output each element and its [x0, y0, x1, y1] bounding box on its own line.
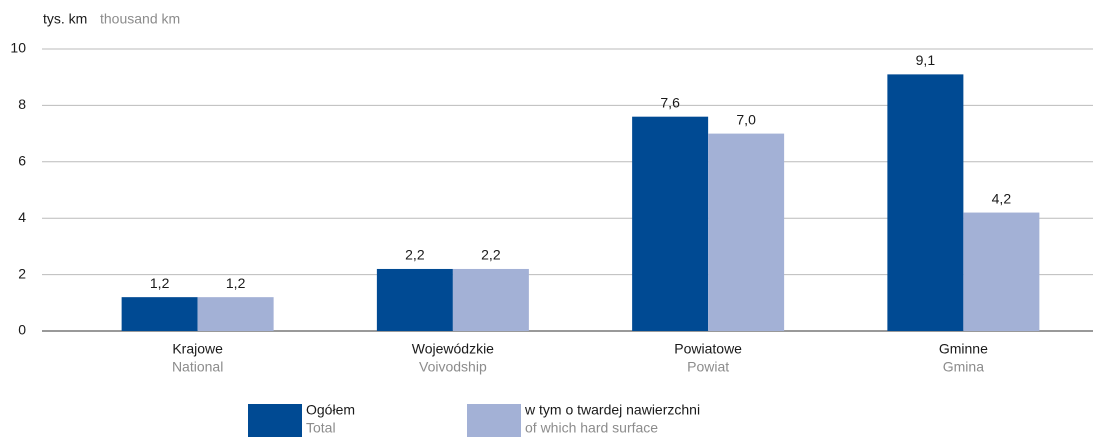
bar — [963, 212, 1040, 331]
y-tick-label: 8 — [18, 96, 26, 112]
legend-swatch — [248, 404, 302, 437]
bar — [376, 268, 453, 331]
legend-label-en: of which hard surface — [525, 420, 658, 436]
x-tick-label: Wojewódzkie — [412, 341, 494, 357]
x-tick-label-en: Gmina — [943, 359, 984, 375]
x-tick-label-en: National — [172, 359, 223, 375]
x-tick-label: Gminne — [939, 341, 988, 357]
value-label: 2,2 — [481, 247, 501, 263]
unit-label: tys. km — [43, 11, 87, 27]
bar — [452, 268, 529, 331]
x-tick-label-en: Powiat — [687, 359, 729, 375]
value-label: 9,1 — [916, 52, 936, 68]
legend-label-en: Total — [306, 420, 336, 436]
value-label: 1,2 — [226, 275, 246, 291]
bar — [887, 74, 964, 331]
bar — [708, 133, 785, 331]
unit-label-en: thousand km — [100, 11, 180, 27]
bar — [121, 297, 198, 331]
legend-swatch — [467, 404, 521, 437]
value-label: 7,0 — [736, 111, 756, 127]
legend-label: w tym o twardej nawierzchni — [524, 402, 700, 418]
y-tick-label: 10 — [10, 40, 26, 56]
value-label: 7,6 — [660, 94, 680, 110]
value-label: 1,2 — [150, 275, 170, 291]
x-tick-label: Powiatowe — [674, 341, 742, 357]
legend-label: Ogółem — [306, 402, 355, 418]
y-tick-label: 6 — [18, 153, 26, 169]
value-label: 2,2 — [405, 247, 425, 263]
x-tick-label-en: Voivodship — [419, 359, 487, 375]
bar — [632, 116, 709, 332]
bar — [197, 297, 274, 331]
y-tick-label: 2 — [18, 265, 26, 281]
x-tick-label: Krajowe — [172, 341, 223, 357]
y-tick-label: 0 — [18, 322, 26, 338]
value-label: 4,2 — [992, 190, 1012, 206]
y-tick-label: 4 — [18, 209, 26, 225]
